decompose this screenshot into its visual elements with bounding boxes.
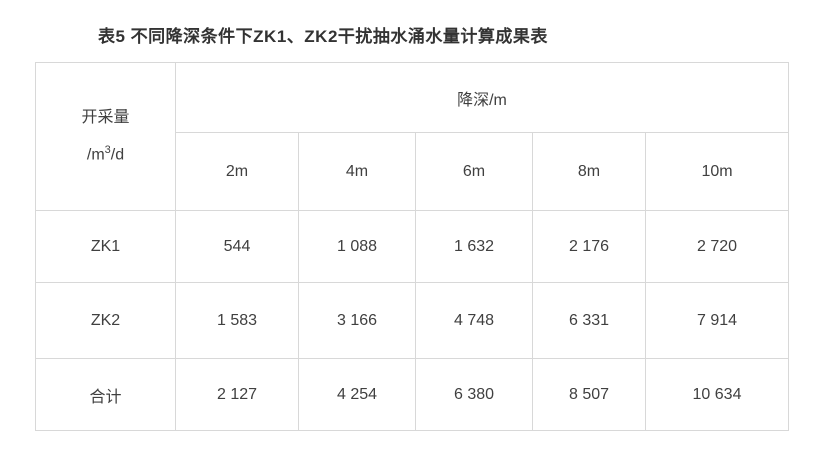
- cell-zk2-10m: 7 914: [645, 282, 789, 359]
- cell-zk1-2m: 544: [175, 210, 299, 283]
- cell-zk1-8m: 2 176: [532, 210, 646, 283]
- table-row-zk1: ZK1 544 1 088 1 632 2 176 2 720: [35, 210, 789, 283]
- table-row-total: 合计 2 127 4 254 6 380 8 507 10 634: [35, 358, 789, 431]
- cell-zk2-2m: 1 583: [175, 282, 299, 359]
- header-row-drawdown: 开采量 /m3/d 降深/m: [35, 62, 789, 211]
- row-label-total: 合计: [35, 358, 176, 431]
- unit-suffix: /d: [110, 146, 125, 164]
- cell-zk2-8m: 6 331: [532, 282, 646, 359]
- cell-zk2-6m: 4 748: [415, 282, 533, 359]
- col-header-10m: 10m: [645, 132, 789, 211]
- table-row-zk2: ZK2 1 583 3 166 4 748 6 331 7 914: [35, 282, 789, 359]
- unit-superscript: 3: [104, 144, 111, 157]
- col-header-4m: 4m: [298, 132, 416, 211]
- corner-header-unit: /m3/d: [36, 134, 175, 171]
- corner-header-line1: 开采量: [81, 109, 130, 127]
- cell-total-10m: 10 634: [645, 358, 789, 431]
- cell-total-4m: 4 254: [298, 358, 416, 431]
- header-row-depths: 2m 4m 6m 8m 10m: [36, 132, 789, 211]
- row-label-zk1: ZK1: [35, 210, 176, 283]
- cell-zk2-4m: 3 166: [298, 282, 416, 359]
- cell-total-2m: 2 127: [175, 358, 299, 431]
- cell-zk1-6m: 1 632: [415, 210, 533, 283]
- drawdown-group-header: 降深/m: [175, 62, 789, 133]
- cell-total-6m: 6 380: [415, 358, 533, 431]
- cell-zk1-10m: 2 720: [645, 210, 789, 283]
- unit-prefix: /m: [86, 146, 105, 164]
- corner-header-cell: 开采量 /m3/d: [35, 62, 176, 211]
- col-header-6m: 6m: [415, 132, 533, 211]
- col-header-2m: 2m: [175, 132, 299, 211]
- col-header-8m: 8m: [532, 132, 646, 211]
- cell-total-8m: 8 507: [532, 358, 646, 431]
- row-label-zk2: ZK2: [35, 282, 176, 359]
- pumping-results-table: 开采量 /m3/d 降深/m 2m 4m 6m 8m 10m ZK1 544 1…: [35, 62, 789, 431]
- cell-zk1-4m: 1 088: [298, 210, 416, 283]
- table-title: 表5 不同降深条件下ZK1、ZK2干扰抽水涌水量计算成果表: [98, 27, 548, 46]
